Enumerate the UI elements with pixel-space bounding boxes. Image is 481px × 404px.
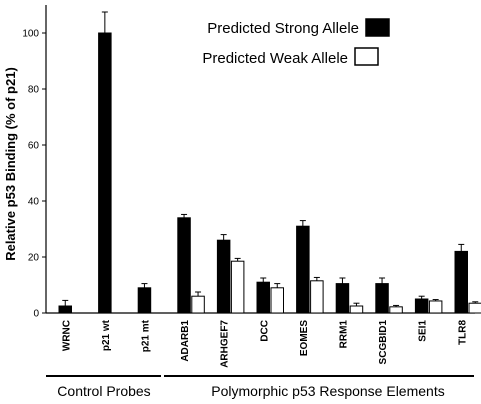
y-tick-label: 40: [28, 197, 40, 208]
bar-strong-adarb1: [177, 217, 191, 314]
bar-weak-eomes: [310, 280, 324, 314]
legend-swatch-strong: [365, 18, 390, 37]
legend-swatch-weak: [354, 47, 379, 66]
y-tick-label: 80: [28, 85, 40, 96]
bar-strong-dcc: [256, 281, 270, 314]
bar-strong-rrm1: [335, 283, 350, 314]
group-label-polymorphic: Polymorphic p53 Response Elements: [211, 383, 444, 399]
x-tick-label-wrnc: WRNC: [61, 320, 72, 351]
bar-weak-tlr8: [468, 302, 481, 314]
y-tick-label: 0: [33, 309, 39, 320]
group-label-control: Control Probes: [57, 383, 150, 399]
x-tick-label-p21-wt: p21 wt: [101, 319, 112, 351]
category-labels: WRNC p21 wt p21 mt ADARB1 ARHGEF7 DCC EOMES RRM…: [61, 319, 468, 367]
x-tick-label-tlr8: TLR8: [457, 320, 468, 345]
bar-weak-arhgef7: [230, 260, 245, 314]
y-axis: 0 20 40 60 80 100: [22, 5, 475, 320]
y-tick-label: 20: [28, 253, 40, 264]
bar-weak-scgbid1: [389, 306, 403, 314]
bar-weak-sei1: [428, 300, 443, 314]
legend-label-weak: Predicted Weak Allele: [202, 50, 348, 67]
y-axis-title: Relative p53 Binding (% of p21): [3, 67, 18, 261]
x-tick-label-scgbid1: SCGBID1: [378, 320, 389, 365]
y-tick-label: 60: [28, 141, 40, 152]
bar-weak-dcc: [270, 287, 284, 314]
legend: Predicted Strong Allele Predicted Weak A…: [202, 18, 390, 67]
x-tick-label-sei1: SEI1: [418, 320, 429, 342]
x-tick-label-p21-mt: p21 mt: [140, 319, 151, 352]
bar-strong-p21-mt: [137, 287, 152, 314]
bar-strong-scgbid1: [375, 283, 389, 314]
x-tick-label-eomes: EOMES: [299, 320, 310, 356]
group-brackets: Control Probes Polymorphic p53 Response …: [46, 375, 474, 399]
bar-weak-rrm1: [349, 305, 364, 314]
x-tick-label-dcc: DCC: [259, 320, 270, 342]
bar-strong-arhgef7: [216, 239, 231, 314]
x-tick-label-arhgef7: ARHGEF7: [220, 320, 231, 368]
y-tick-label: 100: [22, 29, 39, 40]
y-ticks: 0 20 40 60 80 100: [22, 29, 46, 320]
bar-strong-p21-wt: [98, 32, 112, 314]
x-tick-label-rrm1: RRM1: [338, 320, 349, 349]
bar-strong-wrnc: [58, 305, 72, 314]
bar-strong-eomes: [296, 225, 310, 314]
bar-weak-adarb1: [191, 295, 205, 314]
bar-strong-sei1: [414, 298, 429, 314]
bars: [58, 11, 481, 314]
legend-label-strong: Predicted Strong Allele: [207, 20, 359, 37]
x-tick-label-adarb1: ADARB1: [180, 320, 191, 362]
bar-strong-tlr8: [454, 250, 468, 314]
